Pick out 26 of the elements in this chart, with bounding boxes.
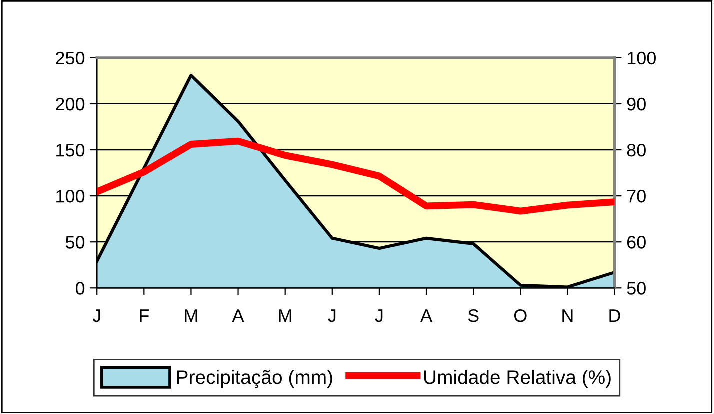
legend-label: Precipitação (mm)	[177, 370, 332, 388]
x-tick-label: J	[375, 310, 383, 322]
x-tick-label: J	[92, 310, 100, 322]
x-tick-label: A	[420, 310, 433, 322]
x-tick-label: F	[140, 310, 149, 322]
x-tick-label: A	[232, 310, 244, 322]
y2-tick-label: 100	[628, 52, 656, 65]
legend-label: Umidade Relativa (%)	[424, 370, 611, 388]
y2-tick-label: 70	[627, 190, 646, 203]
x-tick-label: D	[610, 310, 620, 322]
y-tick-label: 150	[56, 144, 85, 157]
x-tick-label: J	[328, 310, 336, 322]
x-tick-label: N	[562, 310, 573, 322]
x-tick-label: M	[279, 310, 292, 322]
y-tick-label: 0	[76, 282, 85, 295]
y2-tick-label: 50	[627, 282, 646, 295]
y2-tick-label: 80	[627, 144, 646, 157]
x-tick-label: O	[514, 309, 527, 322]
y-tick-label: 250	[56, 52, 85, 65]
y-tick-label: 200	[56, 98, 85, 111]
y2-tick-label: 90	[627, 98, 646, 111]
y2-tick-label: 60	[627, 236, 646, 249]
x-tick-label: S	[468, 309, 479, 322]
x-tick-label: M	[185, 310, 198, 322]
y-tick-label: 100	[56, 190, 85, 203]
y-tick-label: 50	[66, 236, 85, 249]
